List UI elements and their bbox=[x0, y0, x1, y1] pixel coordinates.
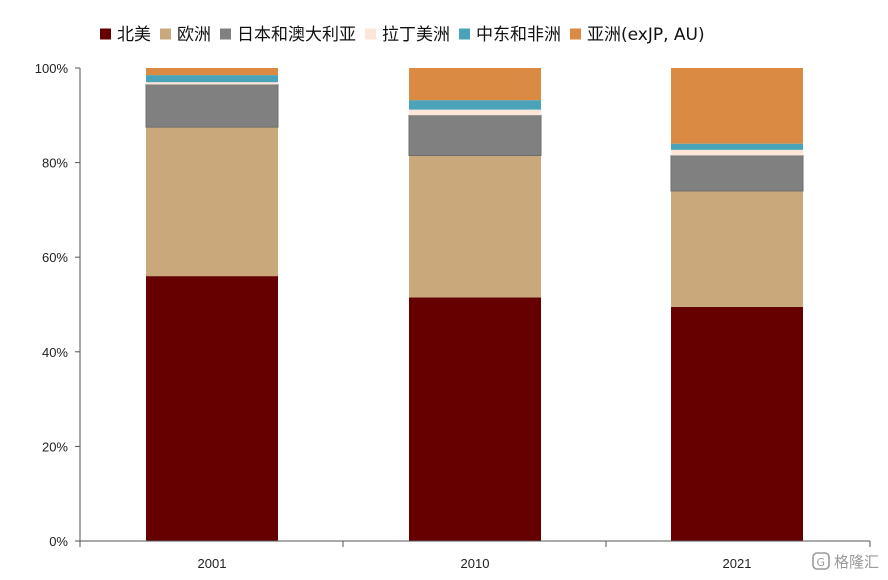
chart-legend: 北美 欧洲 日本和澳大利亚 拉丁美洲 中东和非洲 亚洲(exJP, AU) bbox=[100, 25, 705, 45]
bar-stack-2010 bbox=[408, 68, 542, 541]
bar-segment bbox=[670, 155, 804, 192]
bar-segment bbox=[671, 68, 803, 144]
bar-segment bbox=[409, 155, 541, 298]
bar-stack-2021 bbox=[670, 68, 804, 541]
legend-item: 日本和澳大利亚 bbox=[220, 25, 356, 45]
legend-label: 中东和非洲 bbox=[476, 25, 561, 45]
glh-logo-icon bbox=[812, 552, 830, 570]
y-tick-label: 60% bbox=[42, 250, 68, 265]
watermark-text: 格隆汇 bbox=[834, 553, 879, 571]
legend-label: 拉丁美洲 bbox=[382, 25, 450, 45]
legend-swatch bbox=[100, 28, 111, 40]
legend-label: 北美 bbox=[117, 25, 151, 45]
bar-segment bbox=[671, 306, 803, 541]
y-axis: 0% 20% 40% 60% 80% 100% bbox=[35, 61, 81, 549]
legend-item: 拉丁美洲 bbox=[365, 25, 450, 45]
legend-item: 欧洲 bbox=[160, 25, 211, 45]
bar-segment bbox=[146, 127, 278, 277]
bar-segment bbox=[671, 190, 803, 307]
bar-segment bbox=[671, 143, 803, 150]
y-tick-label: 100% bbox=[35, 61, 69, 76]
plot-area bbox=[145, 68, 804, 541]
legend-swatch bbox=[220, 28, 231, 40]
x-tick-label: 2010 bbox=[461, 556, 490, 571]
bar-stack-2001 bbox=[145, 68, 279, 541]
legend-item: 亚洲(exJP, AU) bbox=[570, 25, 705, 45]
x-axis: 2001 2010 2021 bbox=[79, 540, 871, 571]
legend-item: 北美 bbox=[100, 25, 151, 45]
x-tick-label: 2021 bbox=[723, 556, 752, 571]
bar-segment bbox=[409, 109, 541, 116]
bar-segment bbox=[409, 68, 541, 101]
x-tick-label: 2001 bbox=[198, 556, 227, 571]
legend-item: 中东和非洲 bbox=[459, 25, 561, 45]
y-tick-label: 40% bbox=[42, 345, 68, 360]
legend-swatch bbox=[570, 28, 581, 40]
bar-segment bbox=[409, 297, 541, 541]
y-tick-label: 20% bbox=[42, 439, 68, 454]
bar-segment bbox=[671, 149, 803, 156]
legend-label: 日本和澳大利亚 bbox=[237, 25, 356, 45]
y-tick-label: 0% bbox=[49, 534, 68, 549]
bar-segment bbox=[409, 100, 541, 110]
glh-logo-icon-glyph: G bbox=[817, 556, 826, 569]
legend-label: 欧洲 bbox=[177, 25, 211, 45]
legend-swatch bbox=[365, 28, 376, 40]
legend-swatch bbox=[459, 28, 470, 40]
watermark: G 格隆汇 bbox=[812, 552, 879, 571]
bar-segment bbox=[146, 276, 278, 541]
bar-segment bbox=[145, 84, 279, 128]
bar-segment bbox=[408, 114, 542, 157]
legend-label: 亚洲(exJP, AU) bbox=[587, 25, 705, 45]
y-tick-label: 80% bbox=[42, 156, 68, 171]
bar-segment bbox=[146, 75, 278, 83]
bar-segment bbox=[146, 68, 278, 76]
legend-swatch bbox=[160, 28, 171, 40]
bar-segment bbox=[146, 82, 278, 85]
